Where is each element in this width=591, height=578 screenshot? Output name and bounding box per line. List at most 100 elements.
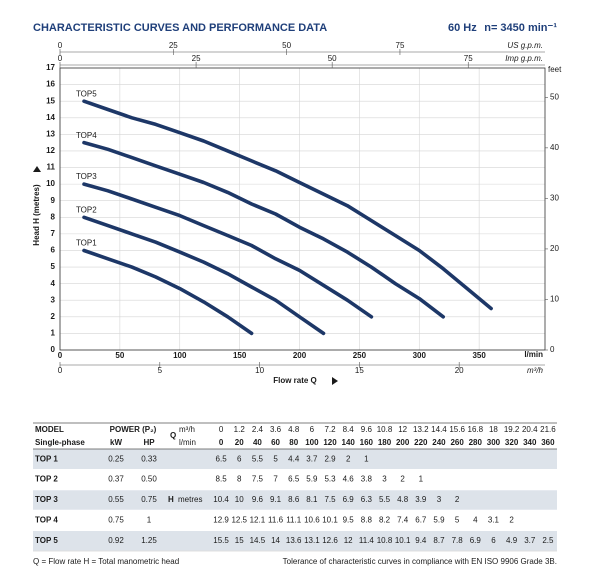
- head-value: 2: [509, 516, 514, 525]
- x-tick-label: 250: [353, 351, 367, 360]
- head-value: 13.1: [304, 536, 320, 545]
- flow-m3h: 16.8: [468, 425, 484, 434]
- curve-label: TOP2: [76, 205, 97, 214]
- head-value: 10.6: [304, 516, 320, 525]
- flow-lmin: 360: [541, 438, 555, 447]
- head-value: 13.6: [286, 536, 302, 545]
- head-value: 10.4: [213, 495, 229, 504]
- head-value: 3.9: [415, 495, 427, 504]
- y-tick-label: 12: [46, 146, 55, 155]
- head-value: 12.9: [213, 516, 229, 525]
- flow-m3h: 6: [310, 425, 315, 434]
- model-name: TOP 1: [35, 454, 58, 463]
- head-value: 14: [271, 536, 280, 545]
- performance-curve: [82, 140, 445, 319]
- power-hp: 1.25: [141, 536, 157, 545]
- tick-label: 0: [58, 41, 63, 50]
- model-name: TOP 3: [35, 495, 58, 504]
- axis-unit: feet: [548, 65, 562, 74]
- curve-label: TOP5: [76, 89, 97, 98]
- tick-label: 0: [58, 366, 63, 375]
- head-value: 7.5: [324, 495, 336, 504]
- head-value: 5: [455, 516, 460, 525]
- flow-lmin: 280: [469, 438, 483, 447]
- flow-lmin: 0: [219, 438, 224, 447]
- curve-label: TOP4: [76, 131, 97, 140]
- y-tick-label: 8: [51, 212, 56, 221]
- table-header: MODEL: [35, 425, 64, 434]
- head-value: 5: [273, 454, 278, 463]
- y-tick-label: 17: [46, 63, 55, 72]
- tick-label: 40: [550, 143, 559, 152]
- flow-m3h: 10.8: [377, 425, 393, 434]
- flow-m3h: 21.6: [540, 425, 556, 434]
- tick-label: 20: [550, 244, 559, 253]
- head-value: 7: [273, 475, 278, 484]
- head-value: 9.5: [343, 516, 355, 525]
- head-value: 8.8: [361, 516, 373, 525]
- head-value: 7.4: [397, 516, 409, 525]
- y-tick-label: 14: [46, 113, 55, 122]
- flow-m3h: 18: [489, 425, 498, 434]
- power-kw: 0.55: [108, 495, 124, 504]
- x-tick-label: 100: [173, 351, 187, 360]
- y-tick-label: 10: [46, 179, 55, 188]
- power-hp: 1: [147, 516, 152, 525]
- power-kw: 0.75: [108, 516, 124, 525]
- footnote: Q = Flow rate H = Total manometric head: [33, 557, 179, 566]
- head-value: 2: [455, 495, 460, 504]
- head-value: 6: [237, 454, 242, 463]
- tick-label: 75: [396, 41, 405, 50]
- tick-label: 25: [192, 54, 201, 63]
- head-value: 5.5: [252, 454, 264, 463]
- flow-lmin: 220: [414, 438, 428, 447]
- head-value: 11.4: [359, 536, 375, 545]
- head-value: 8: [237, 475, 242, 484]
- x-tick-label: 50: [115, 351, 124, 360]
- y-tick-label: 9: [51, 196, 56, 205]
- model-name: TOP 4: [35, 516, 58, 525]
- y-tick-label: 0: [51, 345, 56, 354]
- head-value: 12.6: [322, 536, 338, 545]
- flow-lmin: 300: [487, 438, 501, 447]
- head-value: 6.9: [470, 536, 482, 545]
- head-value: 9.6: [252, 495, 264, 504]
- y-axis-label: Head H (metres): [32, 184, 41, 246]
- x-tick-label: 350: [472, 351, 486, 360]
- flow-m3h: 2.4: [252, 425, 264, 434]
- flow-lmin: 20: [235, 438, 244, 447]
- tick-label: 5: [158, 366, 163, 375]
- y-tick-label: 2: [51, 312, 56, 321]
- flow-lmin: 80: [289, 438, 298, 447]
- flow-lmin: 260: [450, 438, 464, 447]
- tick-label: 15: [355, 366, 364, 375]
- head-value: 2.9: [324, 454, 336, 463]
- head-value: 3.7: [306, 454, 318, 463]
- head-value: 4: [473, 516, 478, 525]
- tick-label: 0: [58, 54, 63, 63]
- head-value: 2.5: [542, 536, 554, 545]
- x-tick-label: 0: [58, 351, 63, 360]
- tick-label: 0: [550, 345, 555, 354]
- flow-m3h: 12: [398, 425, 407, 434]
- flow-lmin: 100: [305, 438, 319, 447]
- head-value: 3.8: [361, 475, 373, 484]
- head-value: 3.7: [524, 536, 536, 545]
- power-kw: 0.92: [108, 536, 124, 545]
- flow-m3h: 7.2: [324, 425, 336, 434]
- performance-curve: [82, 215, 326, 336]
- table-header: POWER (P₂): [110, 425, 157, 434]
- flow-m3h: 9.6: [361, 425, 373, 434]
- power-kw: 0.25: [108, 454, 124, 463]
- y-tick-label: 15: [46, 96, 55, 105]
- axis-arrow: [332, 377, 338, 385]
- head-value: 10.1: [395, 536, 411, 545]
- flow-m3h: 14.4: [431, 425, 447, 434]
- head-value: 8.6: [288, 495, 300, 504]
- flow-m3h: 4.8: [288, 425, 300, 434]
- tick-label: 10: [550, 295, 559, 304]
- chart-title: CHARACTERISTIC CURVES AND PERFORMANCE DA…: [33, 22, 327, 34]
- head-value: 5.5: [379, 495, 391, 504]
- tick-label: 25: [169, 41, 178, 50]
